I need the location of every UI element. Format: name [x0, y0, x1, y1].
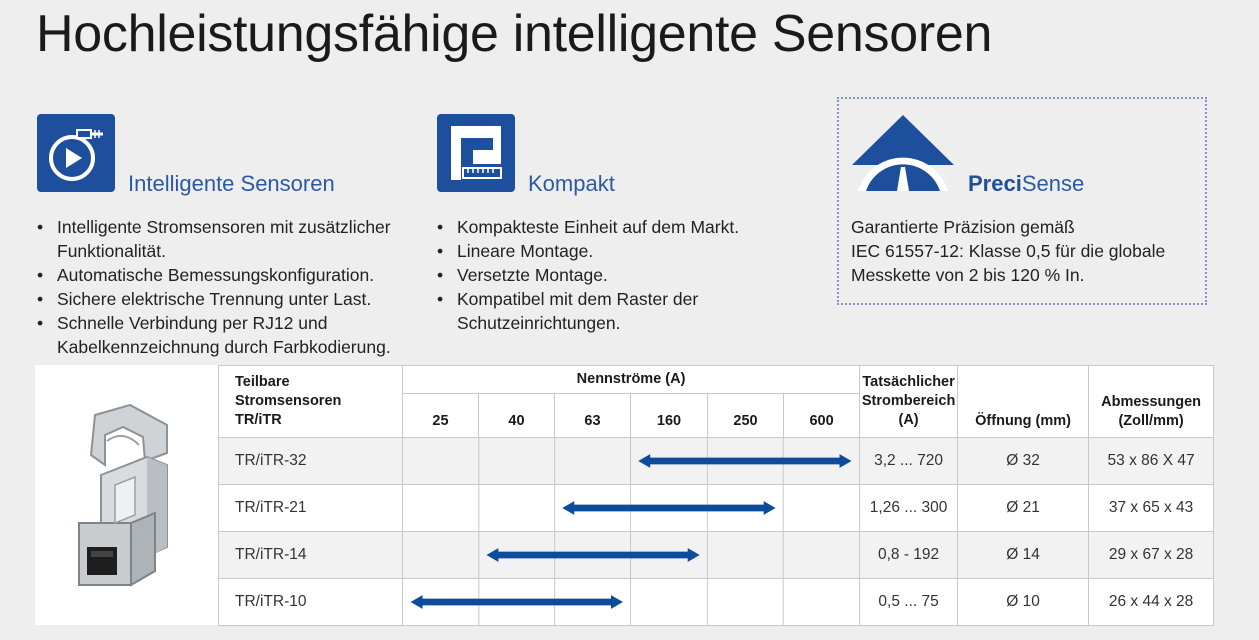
current-range-bar-cell [401, 437, 861, 485]
column-header-current: 600 [782, 393, 861, 438]
feature-heading-precisense: PreciSense [968, 171, 1084, 197]
product-name: TR/iTR-14 [218, 531, 403, 579]
column-header-current: 63 [554, 393, 631, 438]
table-row: TR/iTR-21 1,26 ... 300 Ø 21 37 x 65 x 43 [218, 484, 1215, 532]
brand-suffix: Sense [1021, 171, 1085, 196]
feature-heading-sensors: Intelligente Sensoren [128, 171, 335, 196]
current-range-chart [478, 485, 784, 531]
current-range-bar-cell [401, 578, 861, 626]
page-title: Hochleistungsfähige intelligente Sensore… [36, 5, 993, 63]
smart-sensor-icon [37, 114, 115, 192]
opening-value: Ø 10 [957, 578, 1090, 626]
list-item: Kompakteste Einheit auf dem Markt. [437, 215, 777, 239]
column-header-current: 40 [478, 393, 555, 438]
column-header-opening: Öffnung (mm) [957, 365, 1090, 438]
current-range-arrow [410, 595, 623, 609]
list-item: Sichere elektrische Trennung unter Last. [37, 287, 417, 311]
column-header-nominal: Nennströme (A) [401, 365, 861, 394]
sensor-product-image [35, 365, 218, 625]
sensor-table-area: Teilbare Stromsensoren TR/iTR Nennströme… [35, 365, 1215, 626]
list-item: Intelligente Stromsensoren mit zusätzlic… [37, 215, 417, 263]
dimensions-value: 53 x 86 X 47 [1088, 437, 1215, 485]
feature-list-compact: Kompakteste Einheit auf dem Markt. Linea… [437, 215, 777, 335]
table-row: TR/iTR-32 3,2 ... 720 Ø 32 53 x 86 X 47 [218, 437, 1215, 485]
opening-value: Ø 32 [957, 437, 1090, 485]
dimensions-value: 37 x 65 x 43 [1088, 484, 1215, 532]
list-item: Lineare Montage. [437, 239, 777, 263]
opening-value: Ø 14 [957, 531, 1090, 579]
list-item: Automatische Bemessungskonfiguration. [37, 263, 417, 287]
current-range-chart [478, 532, 784, 578]
table-row: TR/iTR-14 0,8 - 192 Ø 14 29 x 67 x 28 [218, 531, 1215, 579]
feature-heading-compact: Kompakt [528, 171, 615, 196]
sensor-spec-table: Teilbare Stromsensoren TR/iTR Nennströme… [218, 365, 1215, 626]
current-range-bar-cell [401, 484, 861, 532]
current-range-chart [410, 579, 784, 625]
dimensions-value: 29 x 67 x 28 [1088, 531, 1215, 579]
column-header-product: Teilbare Stromsensoren TR/iTR [218, 365, 403, 438]
column-header-dimensions: Abmessungen (Zoll/mm) [1088, 365, 1215, 438]
actual-range-value: 0,5 ... 75 [859, 578, 959, 626]
list-item: Kompatibel mit dem Raster der Schutzeinr… [437, 287, 777, 335]
brand-prefix: Preci [968, 171, 1022, 196]
current-range-arrow [638, 454, 852, 468]
current-range-arrow [486, 548, 700, 562]
dimensions-value: 26 x 44 x 28 [1088, 578, 1215, 626]
list-item: Schnelle Verbindung per RJ12 und Kabelke… [37, 311, 417, 359]
feature-list-sensors: Intelligente Stromsensoren mit zusätzlic… [37, 215, 417, 359]
column-header-current: 160 [630, 393, 708, 438]
column-header-actual-range: Tatsächlicher Strombereich (A) [859, 365, 959, 438]
product-name: TR/iTR-21 [218, 484, 403, 532]
precisense-panel [837, 97, 1207, 305]
list-item: Versetzte Montage. [437, 263, 777, 287]
current-range-bar-cell [401, 531, 861, 579]
caliper-icon [437, 114, 515, 192]
gauge-icon [850, 113, 956, 193]
current-range-arrow [562, 501, 776, 515]
actual-range-value: 0,8 - 192 [859, 531, 959, 579]
column-header-current: 250 [707, 393, 784, 438]
column-header-current: 25 [402, 393, 479, 438]
current-range-chart [478, 438, 852, 484]
actual-range-value: 3,2 ... 720 [859, 437, 959, 485]
actual-range-value: 1,26 ... 300 [859, 484, 959, 532]
opening-value: Ø 21 [957, 484, 1090, 532]
product-name: TR/iTR-10 [218, 578, 403, 626]
table-row: TR/iTR-10 0,5 ... 75 Ø 10 26 x 44 x 28 [218, 578, 1215, 626]
product-name: TR/iTR-32 [218, 437, 403, 485]
precisense-description: Garantierte Präzision gemäß IEC 61557-12… [851, 217, 1166, 285]
